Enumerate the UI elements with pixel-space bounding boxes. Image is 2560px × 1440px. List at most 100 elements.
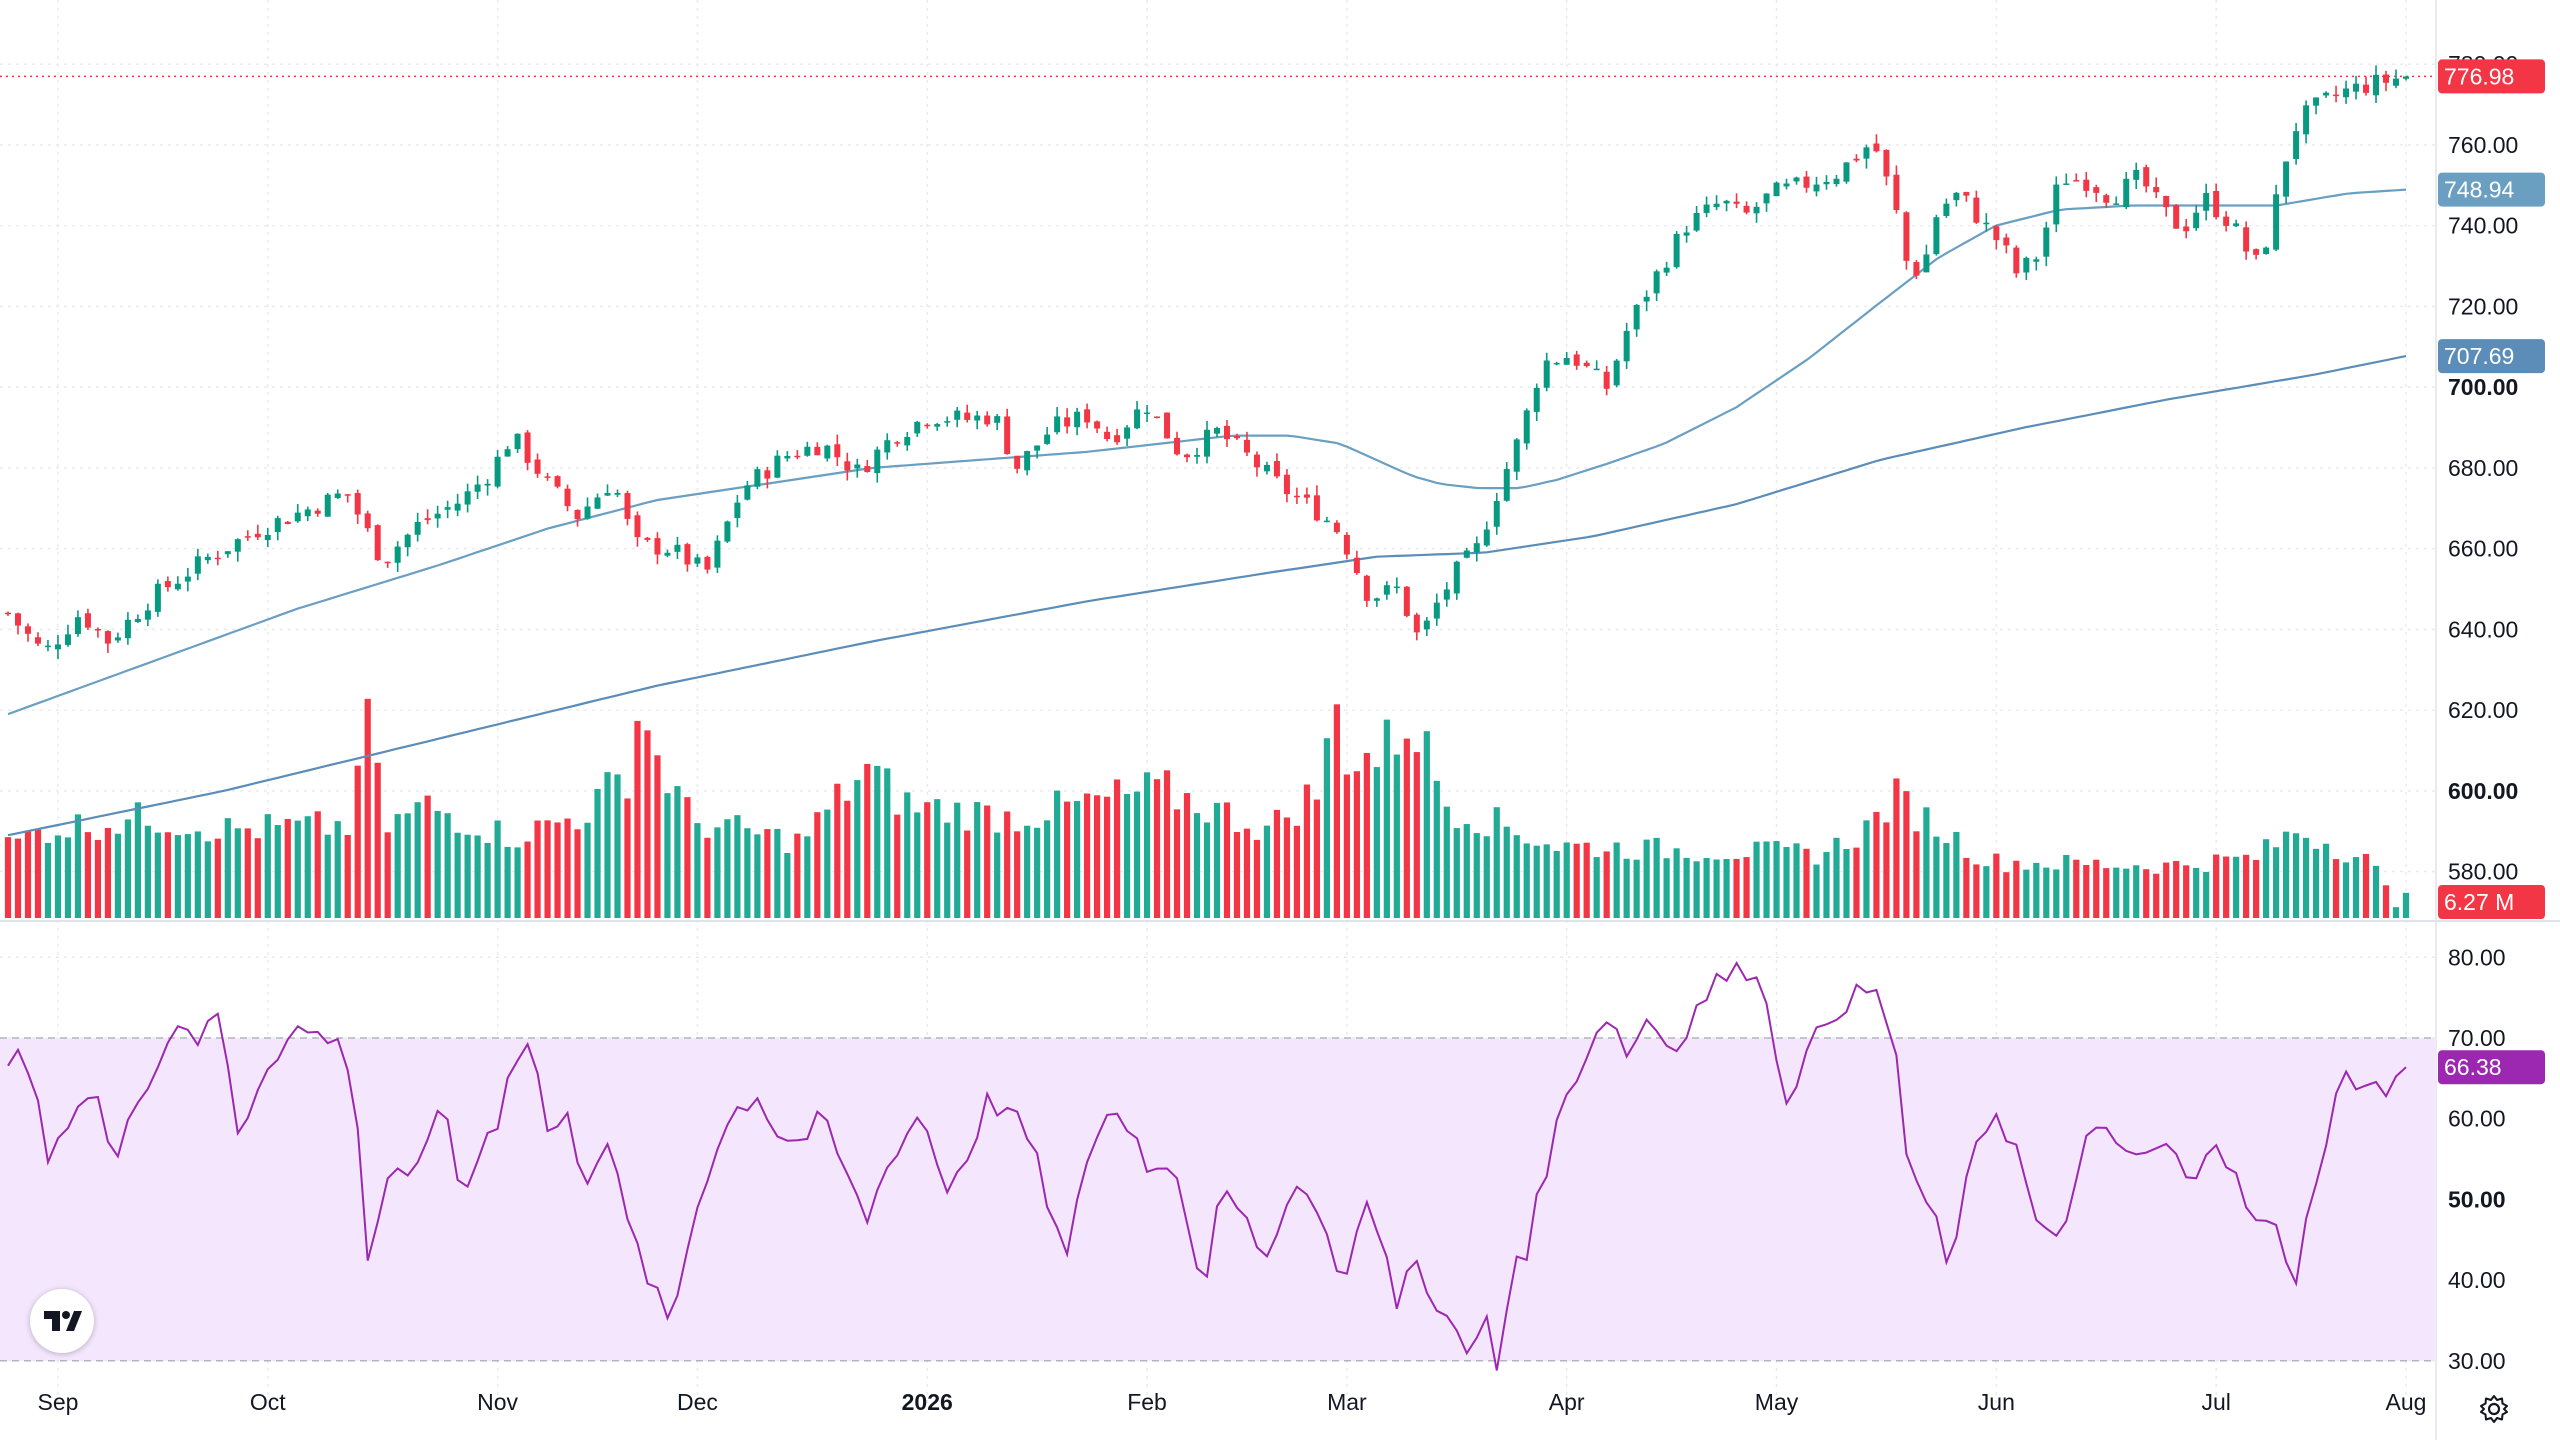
candle-body — [704, 556, 711, 570]
candle-body — [2373, 74, 2380, 96]
volume-bar — [394, 814, 401, 918]
price-tick-label: 760.00 — [2448, 132, 2518, 158]
time-axis[interactable]: Sep Oct Nov Dec 2026 Feb Mar Apr May Jun Jul Aug — [37, 1389, 2426, 1415]
last-price-badge: 776.98 — [2438, 59, 2545, 94]
volume-bar — [1753, 841, 1760, 918]
volume-bar — [1833, 837, 1840, 918]
volume-bar — [2053, 869, 2060, 918]
volume-bar — [1543, 844, 1550, 918]
candle-body — [2353, 83, 2360, 92]
volume-bar — [344, 834, 351, 918]
volume-bar — [1014, 831, 1021, 918]
candle-body — [244, 536, 251, 538]
volume-bar — [794, 833, 801, 918]
candle-body — [1213, 427, 1220, 434]
candle-body — [2243, 227, 2250, 252]
candle-body — [1863, 147, 1870, 159]
candle-body — [2103, 195, 2110, 203]
volume-bar — [2223, 856, 2230, 918]
volume-bar — [1653, 837, 1660, 918]
volume-bar — [1383, 719, 1390, 918]
candle-body — [444, 507, 451, 510]
tradingview-logo-icon[interactable] — [30, 1289, 94, 1353]
volume-bar — [174, 835, 181, 918]
rsi-tick-label: 40.00 — [2448, 1267, 2506, 1293]
volume-bar — [454, 832, 461, 918]
candle-body — [1463, 550, 1470, 558]
volume-bar — [1853, 847, 1860, 918]
volume-bar — [1863, 820, 1870, 918]
volume-bar — [804, 836, 811, 918]
candle-body — [594, 497, 601, 509]
candle-body — [1903, 212, 1910, 261]
candle-body — [2043, 227, 2050, 257]
candle-body — [1363, 575, 1370, 601]
candle-body — [884, 440, 891, 453]
candle-body — [694, 557, 701, 564]
moving-average-200 — [7, 355, 2407, 837]
candle-body — [2073, 180, 2080, 182]
volume-bar — [1064, 801, 1071, 918]
volume-bar — [1983, 866, 1990, 918]
volume-bar — [864, 763, 871, 918]
volume-bar — [334, 821, 341, 918]
volume-bar — [1803, 848, 1810, 918]
volume-bar — [2153, 873, 2160, 918]
candle-body — [1673, 233, 1680, 268]
volume-bar — [604, 772, 611, 918]
candle-body — [1923, 254, 1930, 273]
candle-body — [1563, 358, 1570, 365]
volume-bar — [1623, 858, 1630, 918]
volume-bar — [1583, 842, 1590, 918]
candle-body — [1883, 149, 1890, 177]
volume-bar — [2392, 907, 2400, 918]
volume-bar — [1493, 807, 1500, 918]
svg-text:66.38: 66.38 — [2444, 1054, 2502, 1080]
volume-bar — [1203, 822, 1211, 918]
settings-gear-icon[interactable] — [2478, 1393, 2510, 1425]
volume-bar — [1693, 861, 1700, 918]
volume-bar — [814, 812, 821, 918]
volume-bar — [2133, 865, 2140, 918]
candle-body — [614, 492, 621, 495]
volume-bar — [1793, 843, 1800, 918]
candle-body — [654, 538, 661, 555]
candle-body — [1064, 417, 1071, 427]
candle-body — [1233, 436, 1240, 439]
volume-bar — [844, 800, 851, 918]
candle-body — [534, 459, 541, 474]
volume-bar — [964, 830, 971, 918]
candle-body — [1174, 437, 1181, 455]
volume-bar — [644, 730, 651, 918]
candle-body — [274, 518, 281, 532]
candle-body — [164, 581, 171, 588]
volume-bar — [4, 837, 12, 918]
candle-body — [864, 466, 871, 473]
candle-body — [1933, 217, 1940, 255]
volume-bar — [434, 810, 441, 918]
volume-bar — [704, 837, 711, 918]
candle-body — [1613, 360, 1620, 386]
volume-bar — [414, 802, 421, 918]
candle-body — [1633, 304, 1640, 330]
volume-bar — [914, 812, 921, 918]
candle-body — [1084, 409, 1091, 423]
price-axis[interactable]: 580.00 600.00 620.00 640.00 660.00 680.00 700.… — [2448, 51, 2518, 1374]
candle-body — [2013, 247, 2020, 274]
candle-body — [1034, 445, 1041, 451]
volume-bar — [534, 820, 541, 918]
volume-bar — [1513, 835, 1520, 918]
price-tick-label: 720.00 — [2448, 293, 2518, 319]
volume-bar — [2372, 865, 2380, 918]
candle-body — [1533, 387, 1540, 412]
time-tick-label: Oct — [250, 1389, 286, 1415]
candle-body — [2393, 78, 2400, 86]
candle-body — [1893, 174, 1900, 211]
volume-bar — [1503, 826, 1510, 918]
volume-bar — [2263, 839, 2270, 918]
candle-body — [1623, 330, 1630, 362]
volume-bar — [2023, 869, 2030, 918]
volume-bar — [1313, 799, 1321, 918]
candle-body — [964, 412, 971, 420]
